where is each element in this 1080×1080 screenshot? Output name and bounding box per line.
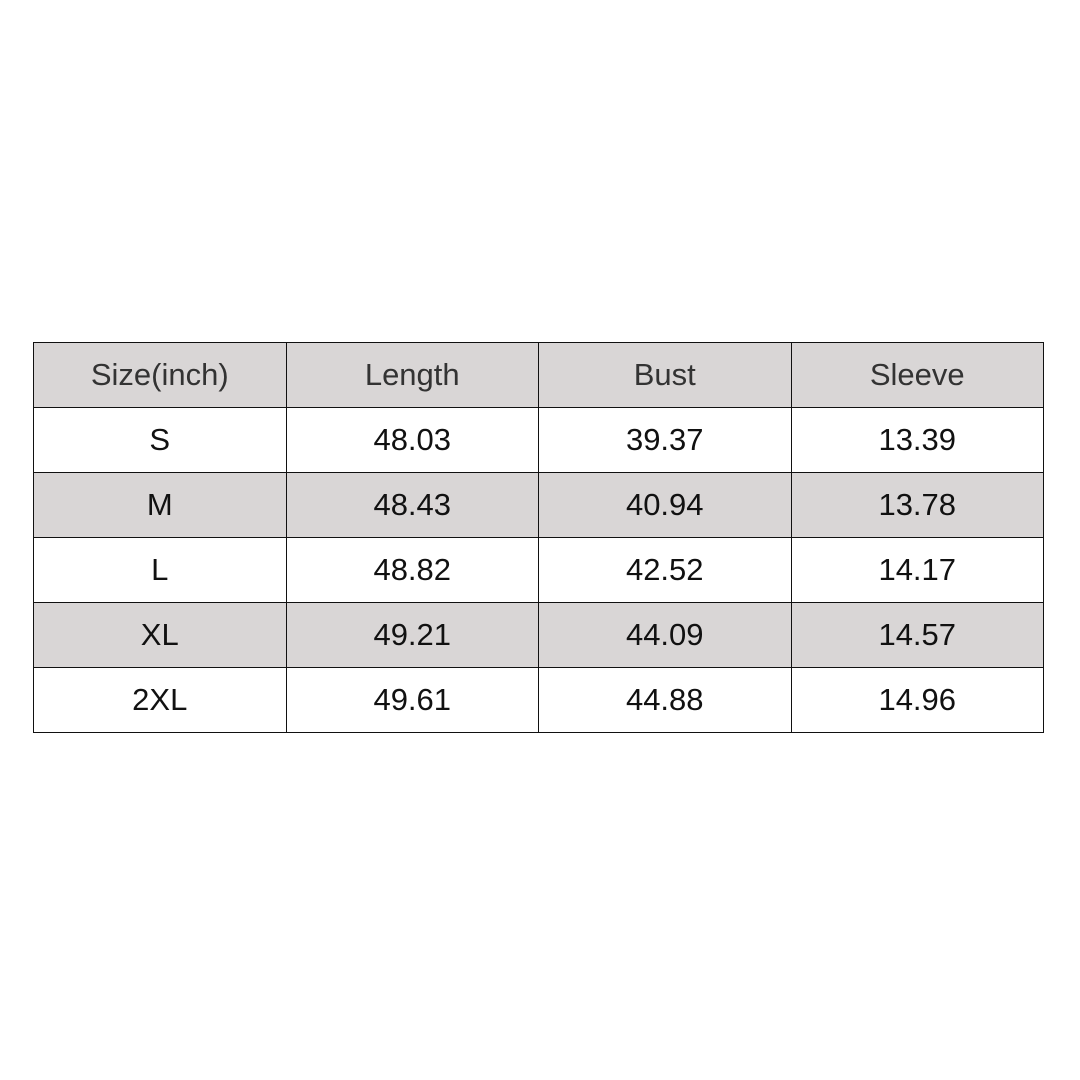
table-cell: 49.61 (285, 667, 539, 733)
table-cell: 48.82 (285, 537, 539, 603)
table-cell: 44.09 (538, 602, 792, 668)
table-cell: 13.78 (790, 472, 1044, 538)
header-row: Size(inch) Length Bust Sleeve (33, 342, 1044, 408)
table-cell: 42.52 (538, 537, 792, 603)
size-table: Size(inch) Length Bust Sleeve S 48.03 39.37 13.… (33, 342, 1044, 733)
table-row: M 48.43 40.94 13.78 (33, 472, 1044, 538)
table-row: S 48.03 39.37 13.39 (33, 407, 1044, 473)
table-cell: 2XL (33, 667, 287, 733)
table-cell: 14.57 (790, 602, 1044, 668)
table-cell: M (33, 472, 287, 538)
table-cell: 39.37 (538, 407, 792, 473)
table-cell: 13.39 (790, 407, 1044, 473)
table-cell: 44.88 (538, 667, 792, 733)
header-cell: Bust (538, 342, 792, 408)
table-row: L 48.82 42.52 14.17 (33, 537, 1044, 603)
table-cell: 14.96 (790, 667, 1044, 733)
table-cell: 49.21 (285, 602, 539, 668)
table-cell: 40.94 (538, 472, 792, 538)
header-cell: Length (285, 342, 539, 408)
table-cell: S (33, 407, 287, 473)
header-cell: Sleeve (790, 342, 1044, 408)
table-cell: 48.03 (285, 407, 539, 473)
table-row: XL 49.21 44.09 14.57 (33, 602, 1044, 668)
table-row: 2XL 49.61 44.88 14.96 (33, 667, 1044, 733)
table-cell: L (33, 537, 287, 603)
table-cell: XL (33, 602, 287, 668)
header-cell: Size(inch) (33, 342, 287, 408)
table-cell: 14.17 (790, 537, 1044, 603)
table-cell: 48.43 (285, 472, 539, 538)
